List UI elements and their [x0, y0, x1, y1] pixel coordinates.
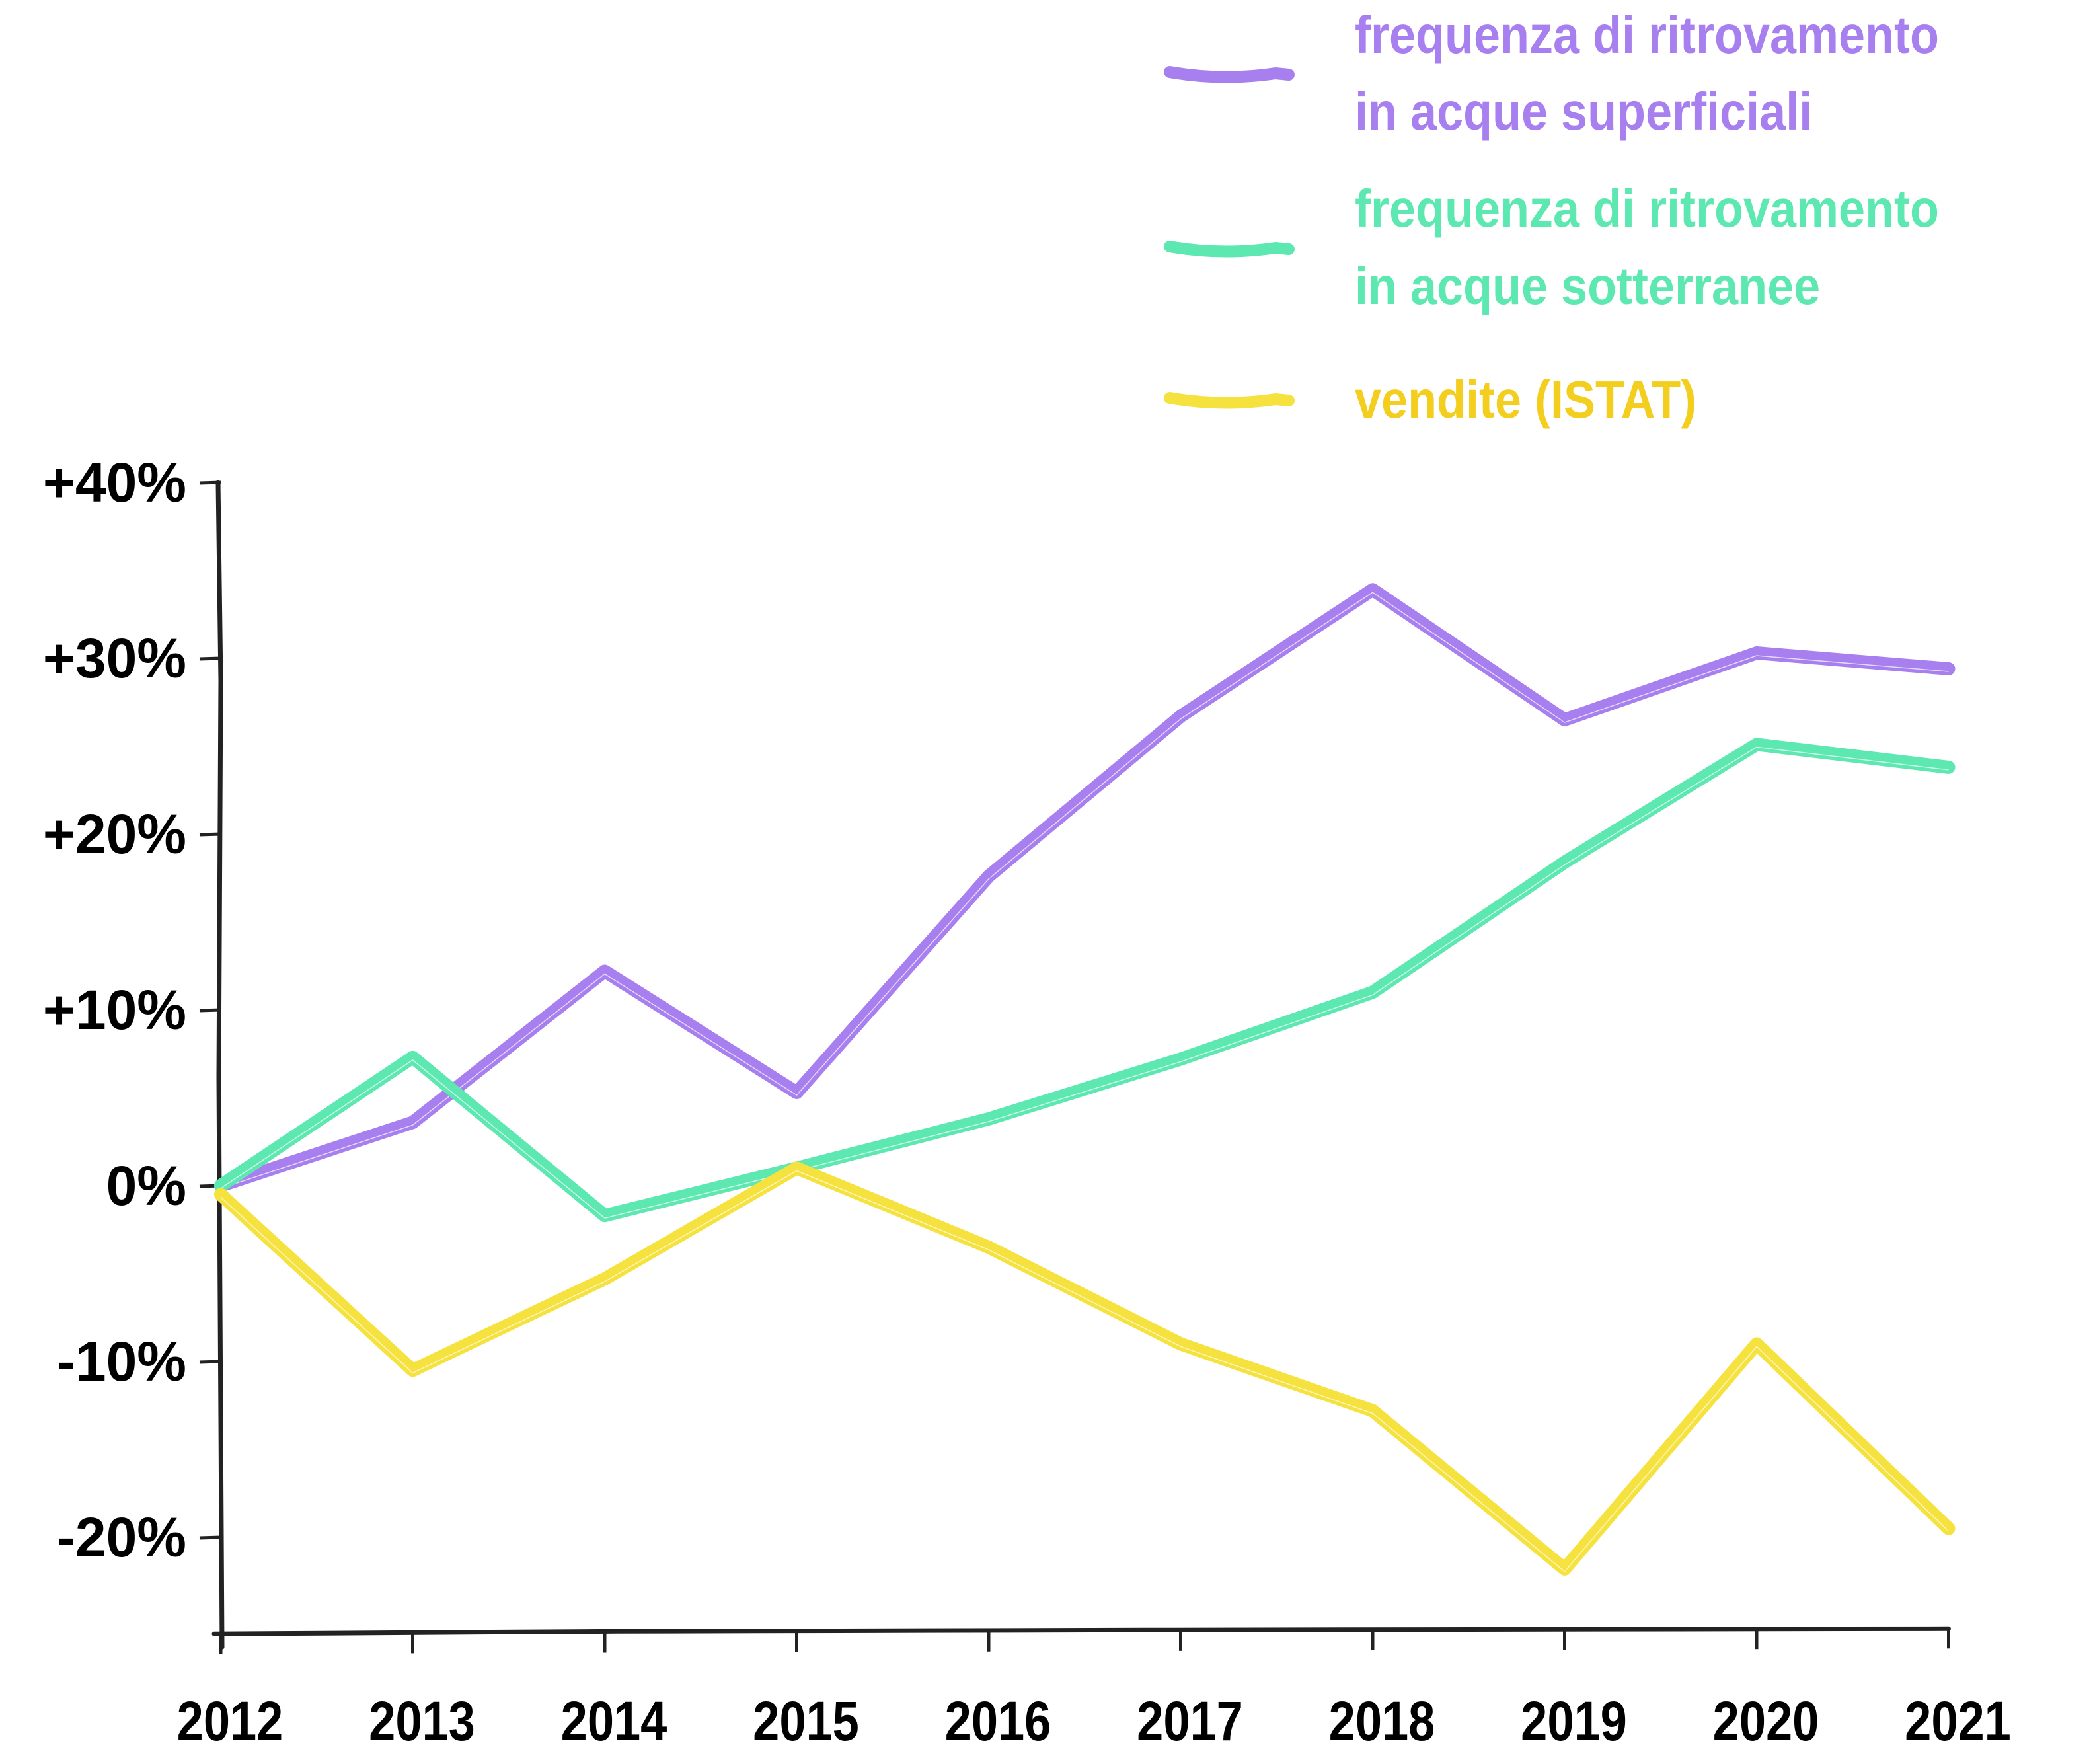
data-point — [794, 1091, 799, 1095]
data-point — [1178, 714, 1183, 718]
y-tick-mark — [199, 1008, 221, 1013]
x-tick-label: 2017 — [1137, 1690, 1243, 1752]
legend-item-1: frequenza di ritrovamento in acque sotter… — [1164, 180, 1939, 316]
data-point — [410, 1368, 415, 1373]
data-point — [1562, 718, 1567, 722]
y-tick-mark — [199, 480, 221, 485]
x-tick-label: 2020 — [1713, 1690, 1819, 1752]
legend-swatch — [1164, 241, 1295, 258]
data-point — [410, 1120, 415, 1125]
data-point — [219, 1192, 223, 1197]
axes — [211, 480, 1951, 1650]
legend-label: frequenza di ritrovamento — [1355, 6, 1939, 65]
series-brush-streak — [220, 592, 1949, 1189]
series-brush-streak — [220, 1170, 1950, 1572]
data-point — [1946, 666, 1951, 671]
series-0 — [214, 583, 1956, 1192]
data-point — [219, 1184, 223, 1188]
data-point — [603, 1213, 607, 1218]
x-tick-label: 2014 — [561, 1690, 667, 1752]
x-tick-label: 2016 — [945, 1690, 1051, 1752]
data-point — [794, 1166, 799, 1170]
data-point — [1371, 1408, 1375, 1413]
y-tick-label: +30% — [43, 627, 186, 689]
series-brush-streak — [220, 746, 1949, 1219]
data-point — [1946, 765, 1951, 769]
y-tick-mark — [199, 1535, 221, 1540]
y-tick-label: +20% — [43, 803, 186, 865]
data-point — [1178, 1057, 1183, 1061]
y-tick-mark — [199, 832, 221, 837]
series-line — [214, 1161, 1956, 1576]
series-2 — [214, 1161, 1956, 1576]
data-point — [987, 1245, 991, 1250]
y-tick-label: 0% — [106, 1155, 186, 1217]
legend-label: frequenza di ritrovamento — [1355, 180, 1939, 239]
y-tick-label: +40% — [43, 451, 186, 514]
legend-swatch — [1164, 392, 1295, 409]
data-point — [603, 969, 607, 974]
series-line — [214, 738, 1956, 1223]
y-tick-label: -20% — [57, 1506, 186, 1568]
x-ticks: 2012 2013 2014 2015 2016 2017 2018 2019 2020 2021 — [177, 1629, 2011, 1752]
data-point — [1371, 588, 1375, 592]
legend-label: vendite (ISTAT) — [1355, 371, 1696, 430]
data-point — [1371, 990, 1375, 995]
data-point — [1755, 1342, 1759, 1346]
data-point — [1562, 1566, 1567, 1571]
data-point — [410, 1055, 415, 1059]
data-point — [1562, 860, 1567, 864]
x-tick-label: 2013 — [369, 1690, 475, 1752]
data-point — [987, 874, 991, 878]
legend: frequenza di ritrovamento in acque superf… — [1164, 6, 1939, 430]
data-point — [1755, 742, 1759, 747]
x-tick-label: 2018 — [1329, 1690, 1435, 1752]
x-tick-label: 2021 — [1905, 1690, 2011, 1752]
y-tick-label: -10% — [57, 1330, 186, 1393]
data-point — [1178, 1342, 1183, 1346]
y-tick-mark — [199, 656, 221, 661]
data-point — [603, 1276, 607, 1281]
legend-swatch — [1164, 66, 1295, 83]
series-lines — [214, 583, 1956, 1576]
x-tick-label: 2019 — [1521, 1690, 1627, 1752]
legend-label: in acque superficiali — [1355, 83, 1812, 141]
x-tick-label: 2012 — [177, 1690, 284, 1752]
y-tick-label: +10% — [43, 979, 186, 1041]
series-1 — [214, 738, 1956, 1223]
x-tick-label: 2015 — [753, 1690, 859, 1752]
data-point — [1946, 1526, 1951, 1531]
x-axis — [211, 1626, 1951, 1636]
data-point — [1755, 651, 1759, 656]
y-ticks: +40% +30% +20% +10% 0% -10% -20% — [43, 451, 221, 1568]
legend-label: in acque sotterranee — [1355, 257, 1820, 316]
data-point — [987, 1116, 991, 1121]
legend-item-0: frequenza di ritrovamento in acque superf… — [1164, 6, 1939, 141]
legend-item-2: vendite (ISTAT) — [1164, 371, 1696, 430]
series-line — [214, 583, 1956, 1192]
y-tick-mark — [199, 1360, 221, 1364]
